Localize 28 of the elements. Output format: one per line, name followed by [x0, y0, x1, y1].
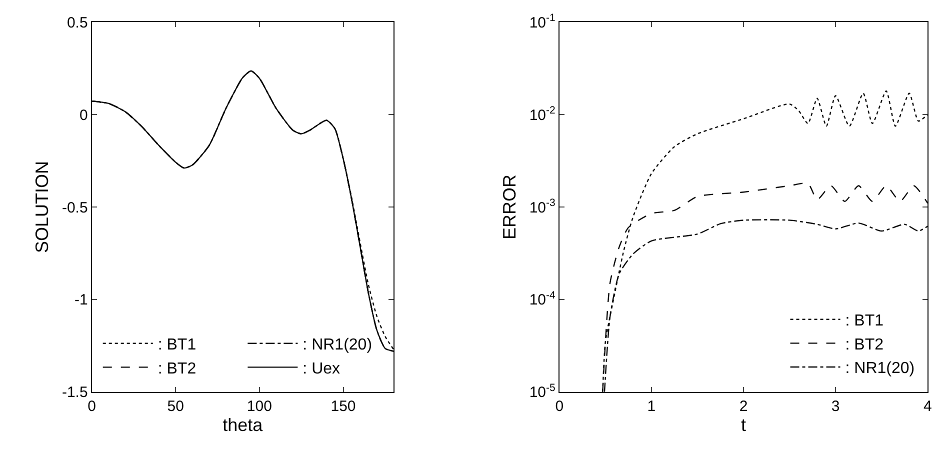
y-tick-label: 0	[79, 106, 88, 124]
legend-label: : BT2	[845, 336, 884, 354]
x-axis-title: theta	[222, 414, 264, 435]
y-tick-label: 0.5	[66, 14, 88, 32]
x-tick-label: 2	[739, 398, 748, 415]
legend-label: : BT2	[158, 360, 196, 378]
x-tick-label: 50	[167, 398, 184, 415]
x-axis-title: t	[741, 414, 746, 435]
x-tick-label: 3	[831, 398, 840, 415]
y-tick-label: 10$^{-5}$	[529, 382, 556, 402]
y-tick-label: -0.5	[62, 199, 88, 216]
y-tick-label: -1.5	[62, 384, 88, 402]
y-tick-label: 10$^{-3}$	[529, 196, 556, 216]
legend-label: : NR1(20)	[302, 336, 372, 354]
y-tick-label: 10$^{-2}$	[529, 104, 556, 124]
legend-label: : Uex	[302, 360, 340, 378]
y-tick-label: 10$^{-1}$	[529, 12, 556, 32]
y-axis-title: SOLUTION	[32, 161, 52, 254]
y-tick-label: -1	[74, 292, 88, 309]
y-axis-title: ERROR	[500, 174, 520, 240]
x-tick-label: 100	[246, 398, 272, 415]
x-tick-label: 1	[647, 398, 656, 415]
legend-label: : NR1(20)	[845, 360, 915, 378]
y-tick-label: 10$^{-4}$	[529, 289, 556, 309]
x-tick-label: 4	[923, 398, 932, 415]
legend-label: : BT1	[845, 312, 884, 330]
legend-label: : BT1	[158, 336, 196, 354]
x-tick-label: 150	[330, 398, 356, 415]
